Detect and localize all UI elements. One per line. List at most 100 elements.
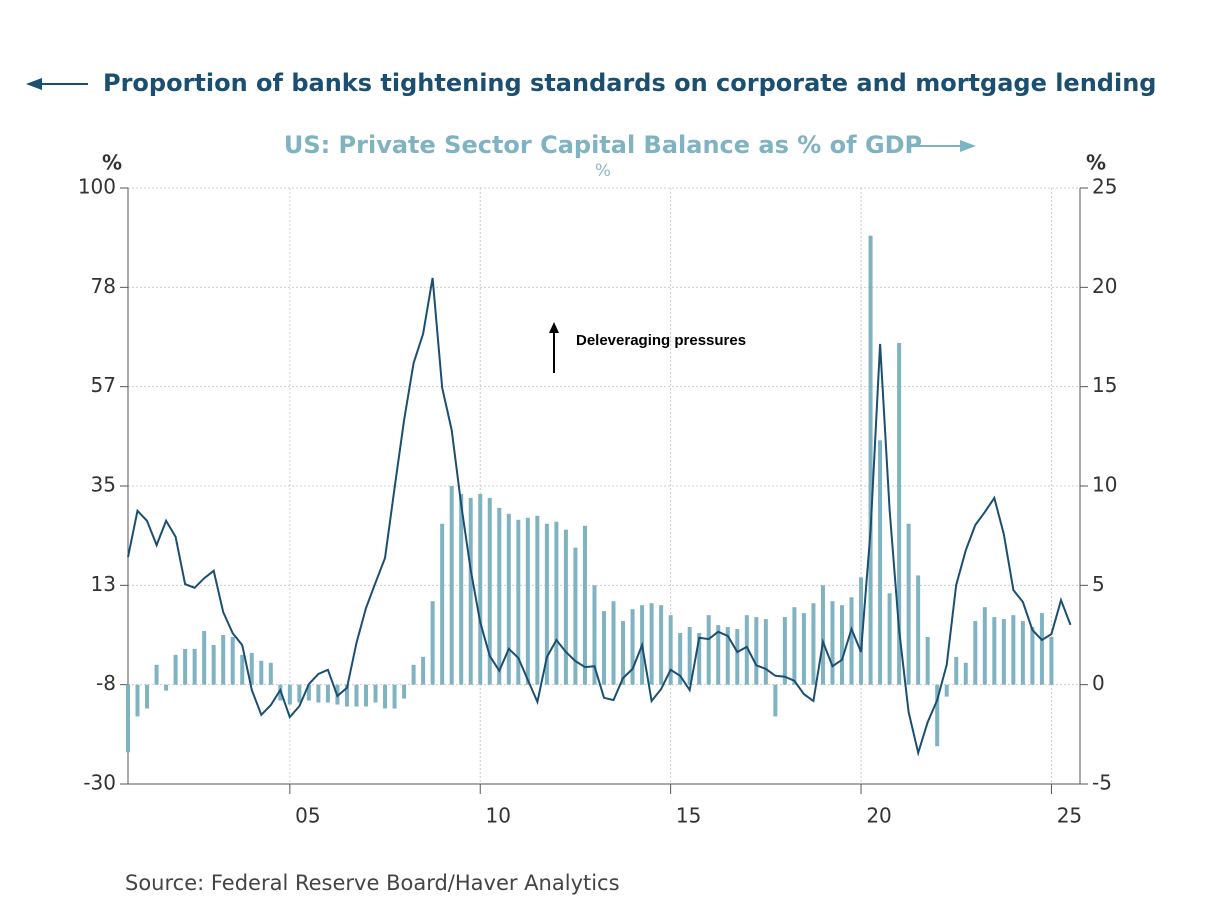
bar <box>154 664 159 685</box>
bar <box>954 656 959 685</box>
bar <box>535 515 540 685</box>
bar <box>373 684 378 703</box>
bar <box>402 684 407 699</box>
bar <box>706 615 711 685</box>
bar <box>649 603 654 685</box>
bar <box>916 575 921 685</box>
bar <box>135 684 140 717</box>
annotation-arrowhead <box>549 322 559 333</box>
title-arrowhead <box>26 78 42 90</box>
y2-tick-label: 0 <box>1092 671 1105 695</box>
bar <box>268 662 273 685</box>
bar <box>744 615 749 685</box>
bar <box>297 684 302 703</box>
line <box>127 277 1072 757</box>
bar <box>506 513 511 685</box>
bar <box>211 644 216 685</box>
bar <box>221 635 226 685</box>
chart-subtitle: US: Private Sector Capital Balance as % … <box>284 131 922 159</box>
bar <box>830 601 835 685</box>
y-tick-label: 35 <box>91 473 116 497</box>
bar <box>840 605 844 685</box>
bar <box>449 486 454 685</box>
bar <box>306 684 311 701</box>
bar <box>192 648 197 685</box>
y2-tick-label: 15 <box>1092 373 1117 397</box>
bar <box>868 235 873 685</box>
y2-tick-label: 10 <box>1092 473 1117 497</box>
unit-note: % <box>595 161 611 181</box>
bar <box>383 684 388 709</box>
bar <box>630 609 635 685</box>
bar <box>897 342 902 685</box>
bar <box>554 521 559 685</box>
y2-tick-label: 20 <box>1092 274 1117 298</box>
bar <box>544 523 549 685</box>
bar <box>1049 636 1054 685</box>
bar <box>659 605 664 685</box>
bar <box>1020 621 1025 685</box>
y2-tick-label: 25 <box>1092 175 1117 199</box>
y2-axis-label: % <box>1086 151 1106 175</box>
bar <box>859 577 864 685</box>
bar <box>735 629 740 685</box>
bar <box>906 523 911 685</box>
chart-title: Proportion of banks tightening standards… <box>103 69 1156 97</box>
bar <box>440 523 445 685</box>
x-tick-label: 25 <box>1057 804 1082 828</box>
bar <box>525 517 530 685</box>
bar <box>392 684 397 709</box>
bar <box>820 585 825 685</box>
bar <box>602 611 606 685</box>
y-tick-label: 78 <box>91 274 116 298</box>
bar <box>459 493 464 685</box>
bar <box>354 684 359 707</box>
bar <box>801 613 806 685</box>
bar <box>240 654 245 685</box>
bar <box>573 547 578 685</box>
bar <box>973 621 978 685</box>
bar <box>164 684 169 691</box>
bar <box>249 652 254 685</box>
bar <box>982 607 987 685</box>
bar <box>716 625 721 685</box>
bar <box>763 619 768 685</box>
bar <box>992 617 997 685</box>
x-tick-label: 20 <box>866 804 891 828</box>
y-tick-label: -30 <box>83 771 116 795</box>
bar <box>487 497 492 685</box>
bar <box>611 601 616 685</box>
y-tick-label: -8 <box>96 671 116 695</box>
y-tick-label: 100 <box>78 175 116 199</box>
y-axis-label: % <box>102 151 122 175</box>
bar <box>678 633 683 685</box>
bar <box>364 684 368 707</box>
bar <box>592 585 597 685</box>
bar <box>754 617 759 685</box>
bar <box>935 684 940 747</box>
bar <box>126 684 130 753</box>
bar <box>849 597 854 685</box>
x-tick-label: 15 <box>676 804 701 828</box>
bar <box>497 507 502 685</box>
bar <box>478 493 483 685</box>
bar <box>668 615 673 685</box>
y2-tick-label: -5 <box>1092 771 1112 795</box>
bar <box>773 684 778 717</box>
bar <box>1039 613 1044 685</box>
bar <box>925 636 930 685</box>
bar <box>811 603 816 685</box>
bar <box>344 684 349 707</box>
bar <box>878 440 883 685</box>
bar <box>468 497 473 685</box>
bar <box>563 529 568 685</box>
bar <box>430 601 435 685</box>
bar <box>1030 627 1035 685</box>
bar <box>287 684 292 705</box>
bar <box>325 684 330 703</box>
annotation: Deleveraging pressures <box>576 332 746 349</box>
y2-tick-label: 5 <box>1092 572 1105 596</box>
x-tick-label: 05 <box>295 804 320 828</box>
source: Source: Federal Reserve Board/Haver Anal… <box>125 871 620 895</box>
